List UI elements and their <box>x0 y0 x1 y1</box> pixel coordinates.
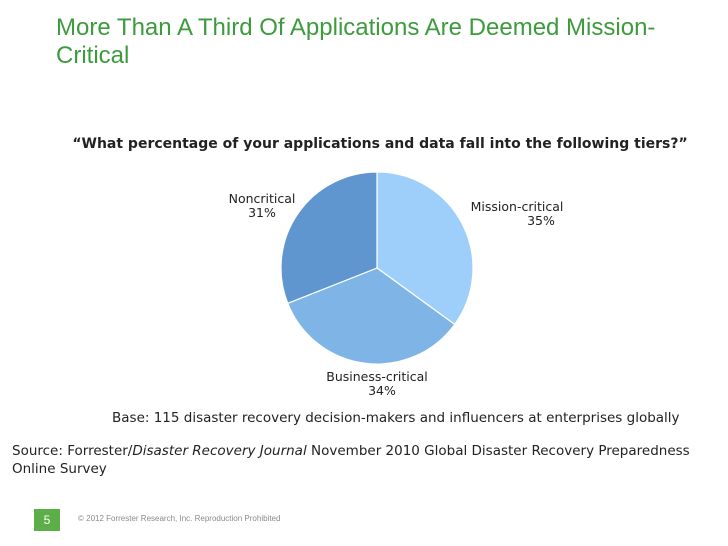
slice-name-noncritical: Noncritical <box>228 191 296 206</box>
base-note: Base: 115 disaster recovery decision-mak… <box>112 410 680 426</box>
chart-title: “What percentage of your applications an… <box>72 136 688 152</box>
copyright-notice: © 2012 Forrester Research, Inc. Reproduc… <box>78 514 281 523</box>
pie-slice-noncritical <box>280 171 378 305</box>
slice-value-noncritical: 31% <box>248 205 276 220</box>
source-prefix: Source: Forrester/ <box>12 443 133 459</box>
slide-footer: 5 © 2012 Forrester Research, Inc. Reprod… <box>0 509 728 531</box>
slice-name-business-critical: Business-critical <box>326 369 428 384</box>
source-suffix: November 2010 Global Disaster Recovery P… <box>12 443 690 477</box>
source-publication: Disaster Recovery Journal <box>132 443 307 459</box>
slice-label-business-critical: Business-critical 34% <box>302 370 452 398</box>
slice-label-mission-critical: Mission-critical 35% <box>442 200 592 228</box>
pie-slice-business-critical <box>286 267 456 365</box>
slice-label-noncritical: Noncritical 31% <box>212 192 312 220</box>
slice-name-mission-critical: Mission-critical <box>470 199 564 214</box>
source-note: Source: Forrester/Disaster Recovery Jour… <box>12 442 718 478</box>
slice-value-business-critical: 34% <box>368 383 396 398</box>
pie-slice-mission-critical <box>376 171 474 326</box>
page-number: 5 <box>34 509 60 531</box>
slide-title: More Than A Third Of Applications Are De… <box>56 14 656 69</box>
slice-value-mission-critical: 35% <box>527 213 555 228</box>
